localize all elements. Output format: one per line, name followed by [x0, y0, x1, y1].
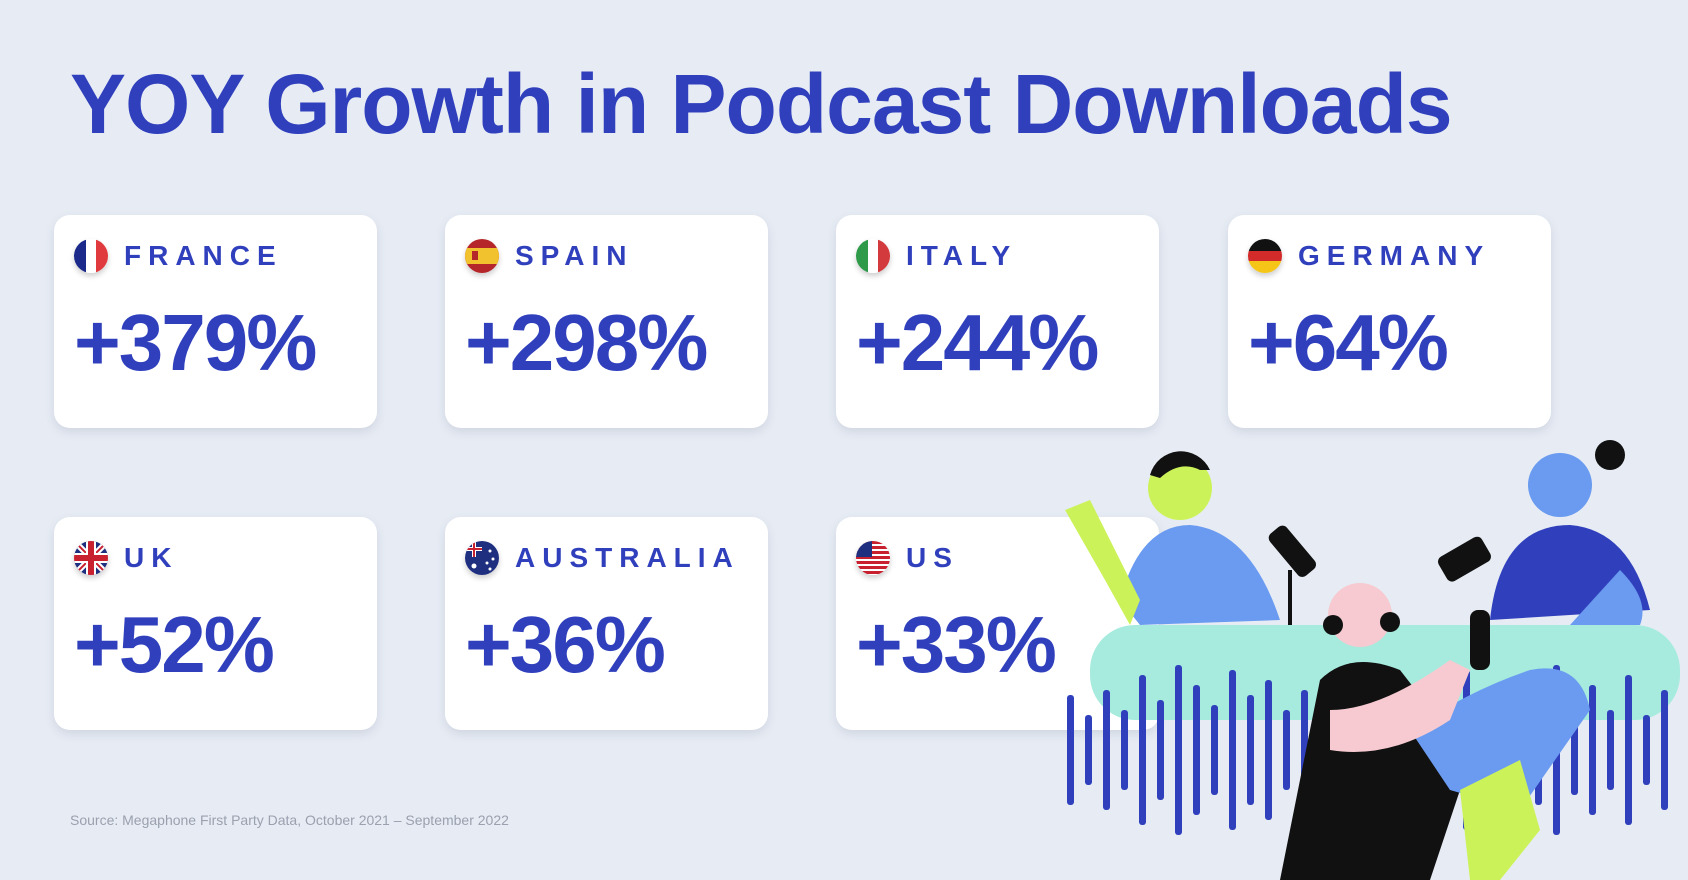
stat-card-australia: AUSTRALIA +36% — [445, 517, 768, 730]
growth-value: +298% — [465, 298, 708, 387]
sound-wave-bar — [1139, 675, 1146, 825]
us-flag-icon — [856, 541, 890, 575]
center-person — [1280, 583, 1590, 880]
person-hair-bun — [1595, 440, 1625, 470]
person-boot — [1460, 760, 1540, 880]
source-note: Source: Megaphone First Party Data, Octo… — [70, 812, 509, 828]
country-label: GERMANY — [1298, 240, 1491, 271]
country-label: US — [906, 542, 959, 573]
country-label: FRANCE — [124, 240, 283, 271]
sound-wave-bar — [1211, 705, 1218, 795]
person-hair — [1150, 451, 1210, 478]
sound-wave-bar — [1175, 665, 1182, 835]
sound-wave-bar — [1265, 680, 1272, 820]
australia-flag-icon — [465, 541, 499, 575]
growth-value: +52% — [74, 600, 275, 689]
country-label: AUSTRALIA — [515, 542, 740, 573]
microphone-icon — [1438, 536, 1491, 582]
growth-value: +64% — [1248, 298, 1449, 387]
germany-flag-icon — [1248, 239, 1282, 273]
sound-wave-bar — [1085, 715, 1092, 785]
france-flag-icon — [74, 239, 108, 273]
sound-wave-bar — [1589, 685, 1596, 815]
growth-value: +379% — [74, 298, 317, 387]
stat-card-spain: SPAIN +298% — [445, 215, 768, 428]
sound-wave-bar — [1643, 715, 1650, 785]
country-label: SPAIN — [515, 240, 634, 271]
sound-wave-bar — [1067, 695, 1074, 805]
country-label: UK — [124, 542, 179, 573]
sound-wave-bar — [1625, 675, 1632, 825]
sound-wave-bar — [1661, 690, 1668, 810]
sound-wave-bar — [1229, 670, 1236, 830]
phone-icon — [1470, 610, 1490, 670]
person-hair-bun — [1380, 612, 1400, 632]
microphone-stand — [1288, 570, 1292, 625]
podcast-illustration — [1065, 440, 1680, 880]
left-person — [1065, 451, 1280, 625]
italy-flag-icon — [856, 239, 890, 273]
sound-wave-bar — [1121, 710, 1128, 790]
page-title: YOY Growth in Podcast Downloads — [70, 57, 1453, 151]
person-head — [1528, 453, 1592, 517]
stat-card-italy: ITALY +244% — [836, 215, 1159, 428]
person-head — [1328, 583, 1392, 647]
microphone-head — [1268, 525, 1317, 577]
sound-wave-bar — [1607, 710, 1614, 790]
country-label: ITALY — [906, 240, 1018, 271]
sound-wave-bar — [1103, 690, 1110, 810]
stat-card-germany: GERMANY +64% — [1228, 215, 1551, 428]
sound-wave-bar — [1247, 695, 1254, 805]
spain-flag-icon — [465, 239, 499, 273]
person-arm — [1570, 570, 1643, 625]
person-hair-bun — [1323, 615, 1343, 635]
sound-wave-bar — [1157, 700, 1164, 800]
person-arm — [1330, 660, 1470, 752]
growth-value: +33% — [856, 600, 1057, 689]
right-person — [1438, 440, 1650, 625]
person-body — [1120, 525, 1280, 625]
uk-flag-icon — [74, 541, 108, 575]
sound-wave-bar — [1193, 685, 1200, 815]
stat-card-uk: UK +52% — [54, 517, 377, 730]
microphone-icon — [1268, 525, 1317, 625]
growth-value: +36% — [465, 600, 666, 689]
sound-wave-bar — [1283, 710, 1290, 790]
growth-value: +244% — [856, 298, 1099, 387]
person-arm — [1065, 500, 1140, 625]
stat-card-france: FRANCE +379% — [54, 215, 377, 428]
